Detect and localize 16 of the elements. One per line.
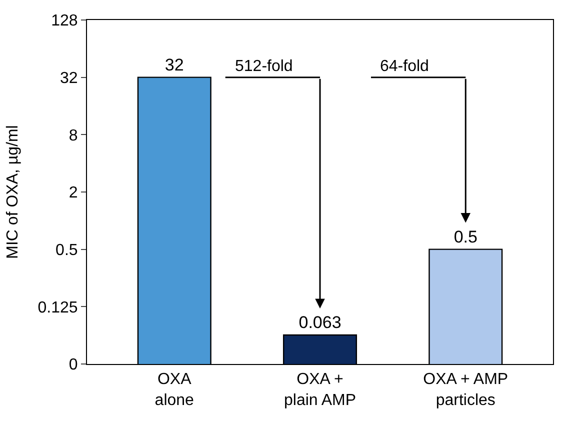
y-tick-label: 0.125: [38, 299, 78, 316]
y-axis-title: MIC of OXA, µg/ml: [4, 125, 22, 259]
data-label: 0.063: [298, 313, 342, 332]
y-tick-label: 0: [68, 356, 78, 374]
y-tick-label: 128: [51, 12, 78, 30]
data-label: 0.5: [454, 227, 478, 246]
annotation: 512-fold: [235, 58, 293, 75]
x-tick-label: OXA + AMP particles: [423, 371, 508, 409]
x-tick-label: OXA alone: [154, 371, 194, 409]
data-label: 32: [164, 55, 184, 74]
y-tick-label: 0.5: [56, 242, 78, 259]
x-tick-label: OXA + plain AMP: [284, 371, 356, 409]
y-tick-label: 2: [68, 184, 78, 202]
annotation: 64-fold: [380, 58, 429, 75]
y-tick-label: 8: [68, 127, 78, 144]
y-tick-label: 32: [60, 70, 78, 87]
